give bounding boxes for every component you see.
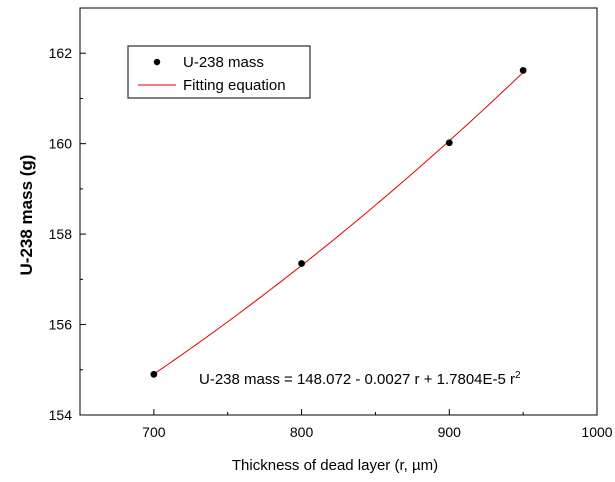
y-tick-label: 158 <box>49 226 73 242</box>
data-points <box>150 67 527 378</box>
y-axis-title: U-238 mass (g) <box>17 155 36 276</box>
legend-box <box>127 45 311 99</box>
x-axis-ticks: 700 800 900 1000 <box>79 409 613 440</box>
legend-point-marker <box>153 58 161 66</box>
data-point <box>445 139 453 147</box>
fitting-equation-line <box>153 72 524 375</box>
plot-area-frame <box>79 7 598 416</box>
x-tick-label: 1000 <box>581 424 612 440</box>
data-point <box>519 67 527 74</box>
legend: U-238 mass Fitting equation <box>127 45 311 99</box>
fit-equation-annotation: U-238 mass = 148.072 - 0.0027 r + 1.7804… <box>199 370 521 388</box>
y-axis-ticks: 154 156 158 160 162 <box>49 45 86 423</box>
y-tick-label: 162 <box>49 45 73 61</box>
x-axis-title: Thickness of dead layer (r, µm) <box>232 457 438 474</box>
y-tick-label: 156 <box>49 317 73 333</box>
fit-equation-text: U-238 mass = 148.072 - 0.0027 r + 1.7804… <box>199 371 515 388</box>
x-tick-label: 700 <box>142 424 166 440</box>
fit-equation-superscript: 2 <box>515 370 521 381</box>
x-tick-label: 800 <box>290 424 314 440</box>
legend-label-fit: Fitting equation <box>183 77 286 94</box>
legend-label-points: U-238 mass <box>183 54 264 71</box>
data-point <box>150 370 158 378</box>
y-tick-label: 154 <box>49 407 73 423</box>
x-tick-label: 900 <box>438 424 462 440</box>
data-point <box>298 260 305 267</box>
y-tick-label: 160 <box>49 136 73 152</box>
